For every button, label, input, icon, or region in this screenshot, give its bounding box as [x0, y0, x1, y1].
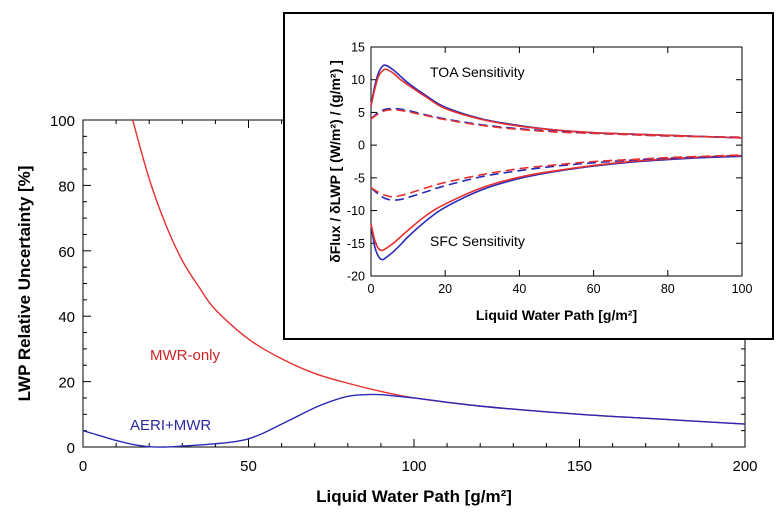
inset-y-tick-label: 0: [358, 139, 365, 153]
main-x-tick-label: 0: [79, 458, 87, 475]
main-x-axis-title: Liquid Water Path [g/m²]: [316, 487, 512, 506]
inset-x-tick-label: 40: [512, 282, 526, 296]
inset-x-tick-label: 60: [587, 282, 601, 296]
main-series-line-aeri-mwr: [82, 393, 746, 448]
inset-ticks: 0 20 40 60 80 100 -20 -15 -10 -5 0 5 10 15: [347, 41, 753, 297]
inset-y-tick-label: -15: [347, 237, 365, 251]
main-x-tick-label: 200: [732, 458, 757, 475]
main-x-tick-label: 100: [401, 458, 426, 475]
inset-x-tick-label: 0: [368, 282, 375, 296]
inset-y-tick-label: -5: [354, 171, 365, 185]
inset-y-tick-label: 10: [351, 73, 365, 87]
main-y-tick-label: 60: [58, 244, 75, 261]
main-y-tick-label: 100: [50, 113, 75, 130]
inset-series-line-5: [370, 154, 743, 252]
inset-x-tick-label: 80: [661, 282, 675, 296]
inset-y-tick-label: 5: [358, 106, 365, 120]
annotation-sfc-sensitivity: SFC Sensitivity: [430, 233, 525, 249]
main-y-tick-label: 80: [58, 178, 75, 195]
annotation-toa-sensitivity: TOA Sensitivity: [430, 64, 525, 80]
inset-x-tick-label: 20: [438, 282, 452, 296]
inset-x-axis-title: Liquid Water Path [g/m²]: [476, 307, 637, 323]
main-x-tick-label: 50: [240, 458, 257, 475]
main-x-tick-label: 150: [567, 458, 592, 475]
inset-plot-frame: [370, 46, 743, 277]
inset-series: [370, 64, 743, 261]
inset-y-axis-title: δFlux / δLWP [ (W/m²) / (g/m²) ]: [327, 60, 343, 263]
inset-y-tick-label: 15: [351, 41, 365, 55]
inset-y-tick-label: -20: [347, 270, 365, 284]
main-y-tick-label: 20: [58, 375, 75, 392]
inset-series-line-7: [370, 154, 743, 198]
main-series: [82, 119, 746, 448]
annotation-mwr-only: MWR-only: [150, 347, 220, 364]
inset-x-tick-label: 100: [732, 282, 753, 296]
main-y-tick-label: 0: [67, 440, 75, 457]
main-y-axis-title: LWP Relative Uncertainty [%]: [15, 166, 34, 402]
annotation-aeri-mwr: AERI+MWR: [130, 417, 211, 434]
inset-chart: 0 20 40 60 80 100 -20 -15 -10 -5 0 5 10 15 Liquid Wat…: [283, 12, 774, 340]
inset-series-line-3: [370, 109, 743, 139]
main-y-tick-label: 40: [58, 309, 75, 326]
inset-y-tick-label: -10: [347, 204, 365, 218]
